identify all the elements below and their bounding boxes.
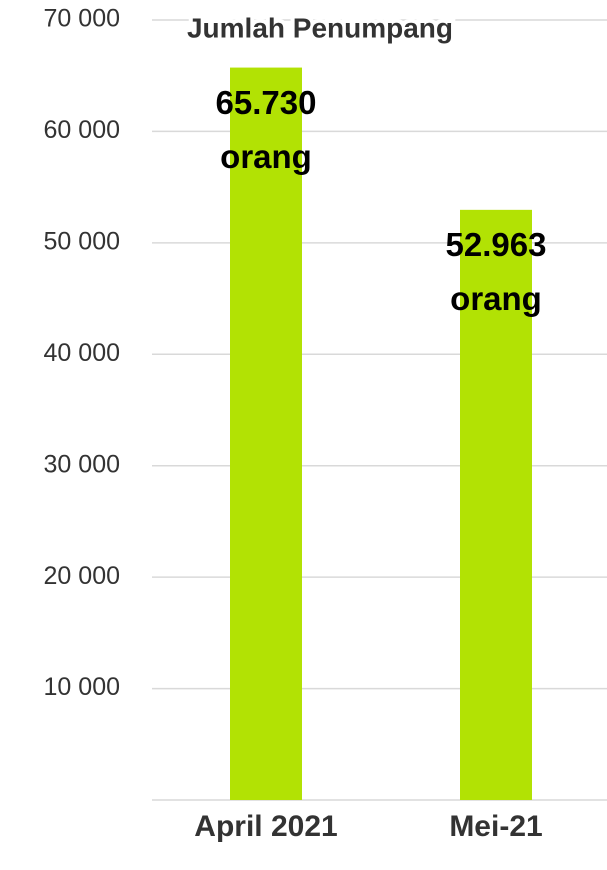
value-label: 65.730 orang (215, 83, 317, 175)
y-tick-label: 20 000 (44, 562, 120, 590)
y-tick-label: 10 000 (44, 673, 120, 701)
y-tick-label: 40 000 (44, 339, 120, 367)
bar (460, 209, 532, 801)
x-tick-label: April 2021 (194, 810, 337, 843)
value-label: 52.963 orang (445, 225, 547, 317)
bar (230, 67, 302, 800)
y-tick-label: 70 000 (44, 5, 120, 33)
y-tick-label: 60 000 (44, 116, 120, 144)
chart-title: Jumlah Penumpang (187, 12, 453, 43)
y-tick-label: 50 000 (44, 227, 120, 255)
y-tick-label: 30 000 (44, 450, 120, 478)
x-tick-label: Mei-21 (449, 810, 542, 843)
